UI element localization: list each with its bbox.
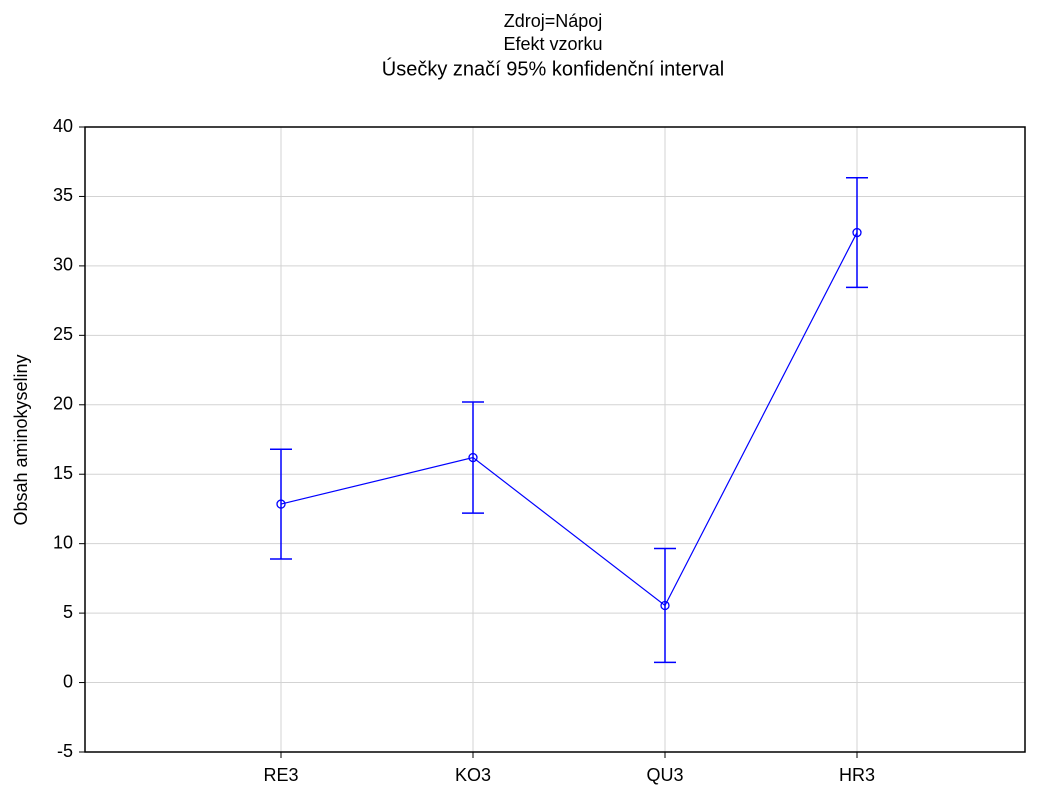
point [660,600,670,611]
x-tick-label: KO3 [455,765,491,785]
chart-subtitle: Efekt vzorku [503,34,602,54]
error-bar [654,547,676,664]
y-tick-label: 5 [63,602,73,622]
line [280,232,858,607]
y-tick-label: 35 [53,185,73,205]
x-tick-label: HR3 [839,765,875,785]
y-tick-label: 30 [53,255,73,275]
x-tick-label: QU3 [646,765,683,785]
point [468,452,478,463]
point [276,499,286,509]
error-bar [846,176,868,289]
y-tick-label: 10 [53,532,73,552]
chart-title: Zdroj=Nápoj [504,11,603,31]
y-tick-label: 40 [53,116,73,136]
point [852,227,862,238]
x-tick-label: RE3 [263,765,298,785]
y-axis-label: Obsah aminokyseliny [11,354,31,525]
y-tick-label: 15 [53,463,73,483]
error-bar [270,448,292,560]
y-tick-label: 25 [53,324,73,344]
y-tick-label: 0 [63,671,73,691]
annotation: Úsečky značí 95% konfidenční interval [382,57,724,80]
error-bar [462,401,484,514]
plot-frame [84,126,1026,753]
y-tick-label: 20 [53,394,73,414]
y-tick-label: -5 [57,741,73,761]
